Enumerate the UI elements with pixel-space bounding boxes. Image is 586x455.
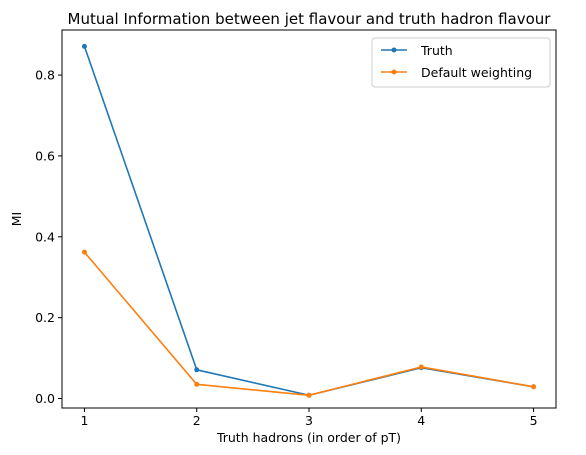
data-point-default-weighting-4 <box>418 364 424 370</box>
series-layer <box>81 43 537 398</box>
x-tick-label: 3 <box>305 413 313 428</box>
legend-box <box>371 37 551 88</box>
legend: Truth Default weighting <box>371 37 551 88</box>
x-tick-label: 5 <box>530 413 538 428</box>
y-tick-label: 0.8 <box>35 68 55 83</box>
x-tick-label: 4 <box>417 413 425 428</box>
data-point-truth-1 <box>81 43 87 49</box>
y-axis-label: MI <box>9 212 24 226</box>
y-tick-label: 0.0 <box>35 391 55 406</box>
x-axis-label: Truth hadrons (in order of pT) <box>216 430 401 445</box>
legend-marker-truth <box>391 47 397 53</box>
series-line-default-weighting <box>83 251 534 397</box>
data-point-default-weighting-2 <box>194 381 200 387</box>
data-point-default-weighting-3 <box>306 392 312 398</box>
y-axis-ticks: 0.0 0.2 0.4 0.6 0.8 <box>35 68 62 406</box>
y-tick-label: 0.2 <box>35 310 55 325</box>
data-point-default-weighting-1 <box>81 249 87 255</box>
y-tick-label: 0.6 <box>35 148 55 163</box>
x-tick-label: 2 <box>193 413 201 428</box>
legend-marker-default-weighting <box>391 69 397 75</box>
chart-title: Mutual Information between jet flavour a… <box>68 10 552 28</box>
legend-label-truth: Truth <box>420 43 453 58</box>
x-tick-label: 1 <box>80 413 88 428</box>
y-tick-label: 0.4 <box>35 229 55 244</box>
legend-label-default-weighting: Default weighting <box>421 65 532 80</box>
series-line-truth <box>83 46 534 397</box>
data-point-default-weighting-5 <box>531 384 537 390</box>
data-point-truth-2 <box>194 367 200 373</box>
x-axis-ticks: 1 2 3 4 5 <box>80 408 538 428</box>
